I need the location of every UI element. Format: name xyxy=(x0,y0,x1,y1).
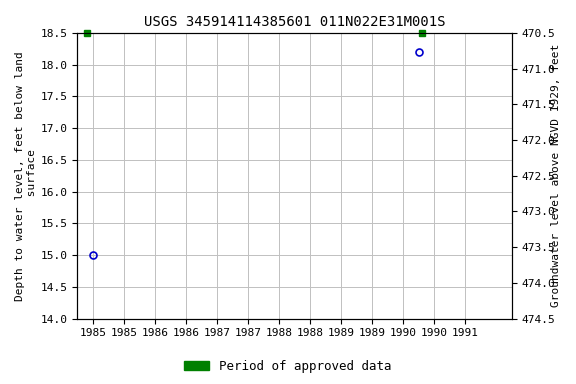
Y-axis label: Depth to water level, feet below land
 surface: Depth to water level, feet below land su… xyxy=(15,51,37,301)
Legend: Period of approved data: Period of approved data xyxy=(179,355,397,378)
Y-axis label: Groundwater level above NGVD 1929, feet: Groundwater level above NGVD 1929, feet xyxy=(551,44,561,307)
Title: USGS 345914114385601 011N022E31M001S: USGS 345914114385601 011N022E31M001S xyxy=(144,15,445,29)
